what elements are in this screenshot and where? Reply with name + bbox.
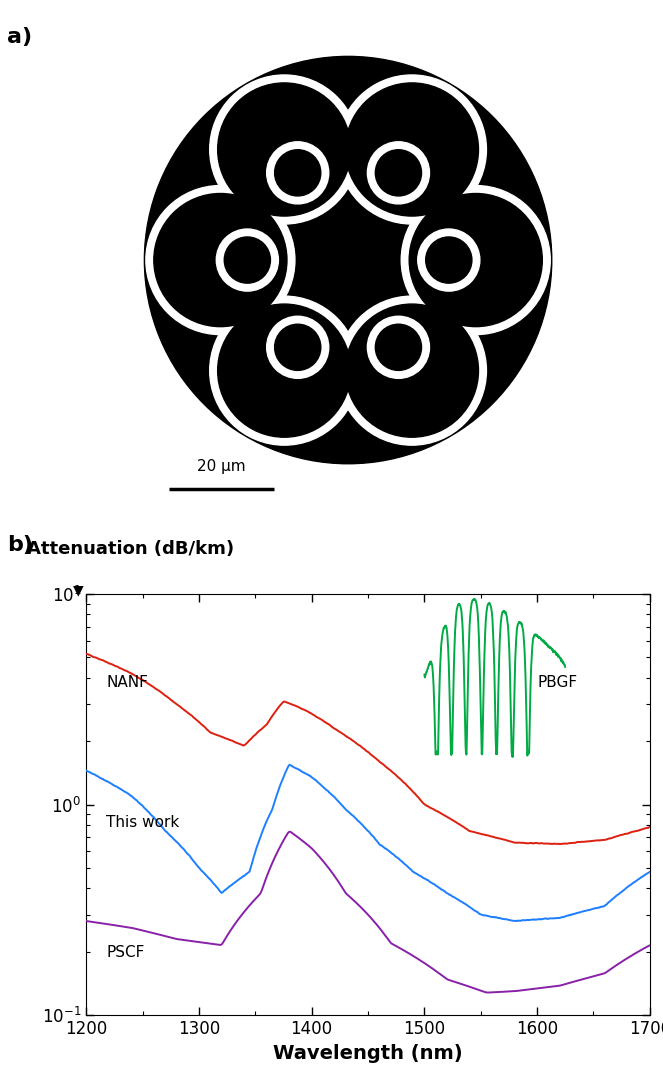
- X-axis label: Wavelength (nm): Wavelength (nm): [273, 1043, 463, 1063]
- Circle shape: [337, 296, 487, 445]
- Text: PBGF: PBGF: [537, 675, 577, 690]
- Circle shape: [267, 141, 329, 204]
- Circle shape: [337, 75, 487, 224]
- Circle shape: [267, 316, 329, 378]
- Circle shape: [426, 237, 472, 283]
- Circle shape: [401, 186, 550, 335]
- Circle shape: [210, 75, 359, 224]
- Text: b): b): [7, 535, 32, 555]
- Circle shape: [375, 150, 422, 195]
- Circle shape: [345, 83, 479, 216]
- Circle shape: [418, 229, 480, 292]
- Text: Attenuation (dB/km): Attenuation (dB/km): [27, 540, 233, 558]
- Circle shape: [375, 324, 422, 370]
- Circle shape: [146, 186, 295, 335]
- Text: ▼: ▼: [73, 583, 84, 597]
- Text: a): a): [7, 27, 32, 48]
- Text: PSCF: PSCF: [107, 945, 145, 960]
- Text: 20 μm: 20 μm: [197, 459, 246, 474]
- Circle shape: [345, 305, 479, 437]
- Circle shape: [367, 316, 430, 378]
- Circle shape: [367, 141, 430, 204]
- Circle shape: [409, 193, 542, 326]
- Circle shape: [274, 150, 321, 195]
- Circle shape: [216, 229, 278, 292]
- Circle shape: [224, 237, 271, 283]
- Circle shape: [154, 193, 287, 326]
- Circle shape: [217, 83, 351, 216]
- Circle shape: [145, 56, 552, 463]
- Circle shape: [210, 296, 359, 445]
- Circle shape: [274, 324, 321, 370]
- Circle shape: [131, 43, 566, 477]
- Circle shape: [217, 305, 351, 437]
- Text: This work: This work: [107, 815, 180, 831]
- Text: NANF: NANF: [107, 675, 149, 690]
